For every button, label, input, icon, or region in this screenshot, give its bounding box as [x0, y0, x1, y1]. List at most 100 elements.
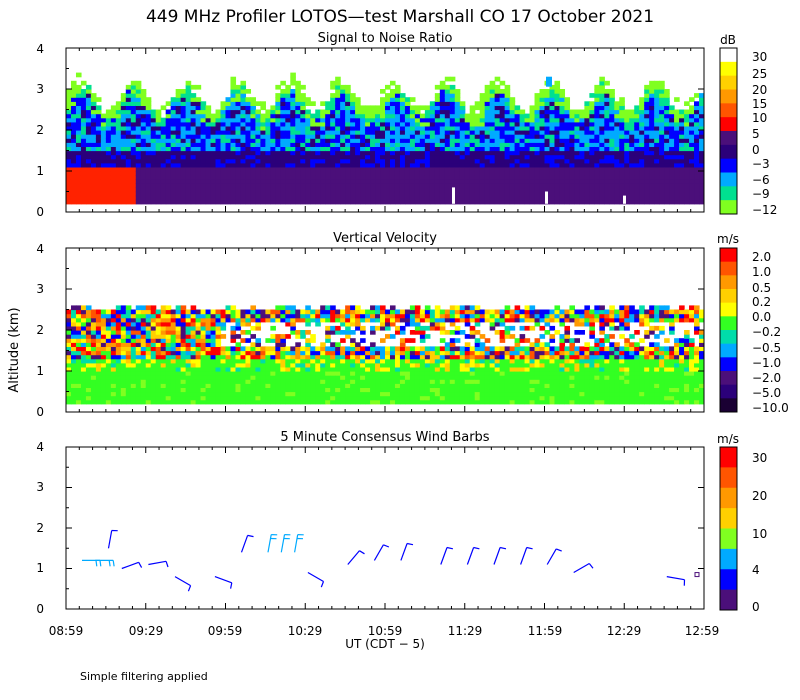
snr-cell [270, 121, 276, 127]
snr-cell [644, 105, 650, 111]
velocity-cell [290, 354, 296, 360]
snr-cell [280, 187, 286, 193]
velocity-cell [185, 399, 192, 405]
velocity-cell [165, 338, 172, 343]
velocity-cell [335, 362, 341, 368]
velocity-cell [200, 399, 207, 405]
snr-cell [619, 150, 625, 156]
snr-cell [469, 162, 476, 168]
velocity-cell [275, 338, 281, 343]
velocity-cell [170, 330, 177, 335]
snr-cell [360, 199, 366, 205]
snr-cell [85, 171, 92, 176]
snr-cell [320, 175, 326, 180]
velocity-cell [290, 387, 296, 393]
snr-cell [125, 125, 132, 131]
snr-cell [160, 158, 167, 164]
velocity-cell [260, 395, 266, 401]
velocity-cell [155, 317, 162, 323]
snr-cell [135, 80, 142, 86]
velocity-cell [350, 317, 356, 323]
snr-cell [564, 187, 571, 193]
snr-cell [66, 191, 72, 197]
velocity-cell [145, 313, 152, 319]
snr-cell [155, 117, 162, 123]
snr-cell [509, 158, 516, 164]
velocity-cell [150, 371, 157, 376]
velocity-cell [215, 350, 222, 356]
snr-cell [290, 97, 296, 102]
velocity-cell [380, 366, 386, 372]
snr-cell [85, 125, 92, 131]
velocity-cell [399, 338, 406, 343]
snr-cell [265, 117, 271, 123]
snr-cell [300, 97, 306, 102]
snr-cell [175, 125, 182, 131]
snr-cell [285, 146, 291, 152]
snr-cell [290, 187, 296, 193]
snr-cell [479, 183, 486, 188]
velocity-cell [190, 399, 197, 405]
velocity-cell [394, 313, 401, 319]
snr-cell [205, 166, 212, 172]
velocity-cell [105, 321, 112, 327]
velocity-cell [80, 387, 87, 393]
snr-cell [190, 179, 197, 184]
snr-cell [325, 199, 331, 205]
snr-cell [365, 199, 371, 205]
snr-cell [180, 105, 187, 111]
snr-cell [649, 166, 655, 172]
snr-cell [185, 199, 192, 205]
snr-cell [599, 93, 605, 98]
snr-cell [644, 175, 650, 180]
snr-cell [664, 150, 670, 156]
snr-cell [614, 142, 620, 147]
velocity-cell [80, 346, 87, 352]
snr-cell [609, 109, 615, 115]
snr-cell [434, 166, 441, 172]
snr-cell [215, 195, 222, 201]
velocity-cell [95, 321, 102, 327]
snr-cell [85, 105, 92, 111]
snr-cell [370, 171, 376, 176]
velocity-cell [100, 346, 107, 352]
snr-cell [135, 195, 142, 201]
snr-cell [674, 195, 680, 201]
velocity-cell [155, 334, 162, 339]
snr-cell [155, 195, 162, 201]
snr-cell [310, 150, 316, 156]
snr-cell [519, 130, 526, 135]
snr-cell [330, 105, 336, 111]
snr-cell [404, 175, 411, 180]
velocity-cell [305, 362, 311, 368]
velocity-cell [150, 334, 157, 339]
velocity-cell [394, 391, 401, 397]
snr-cell [355, 113, 361, 119]
snr-cell [499, 191, 506, 197]
snr-cell [180, 195, 187, 201]
snr-cell [240, 113, 247, 119]
velocity-cell [255, 346, 261, 352]
snr-cell [90, 187, 97, 193]
velocity-cell [300, 350, 306, 356]
velocity-cell [155, 330, 162, 335]
velocity-cell [275, 379, 281, 384]
snr-cell [544, 121, 551, 127]
snr-cell [409, 130, 416, 135]
snr-cell [579, 113, 585, 119]
snr-cell [394, 195, 401, 201]
snr-cell [330, 191, 336, 197]
figure-title: 449 MHz Profiler LOTOS—test Marshall CO … [146, 7, 654, 27]
velocity-cell [235, 350, 242, 356]
velocity-cell [75, 387, 82, 393]
velocity-cell [125, 330, 132, 335]
snr-cell [414, 121, 421, 127]
snr-cell [195, 162, 202, 168]
velocity-cell [170, 375, 177, 380]
snr-cell [429, 162, 436, 168]
snr-cell [494, 76, 501, 82]
snr-cell [579, 125, 585, 131]
snr-cell [310, 117, 316, 123]
snr-cell [409, 109, 416, 115]
snr-cell [95, 154, 102, 160]
